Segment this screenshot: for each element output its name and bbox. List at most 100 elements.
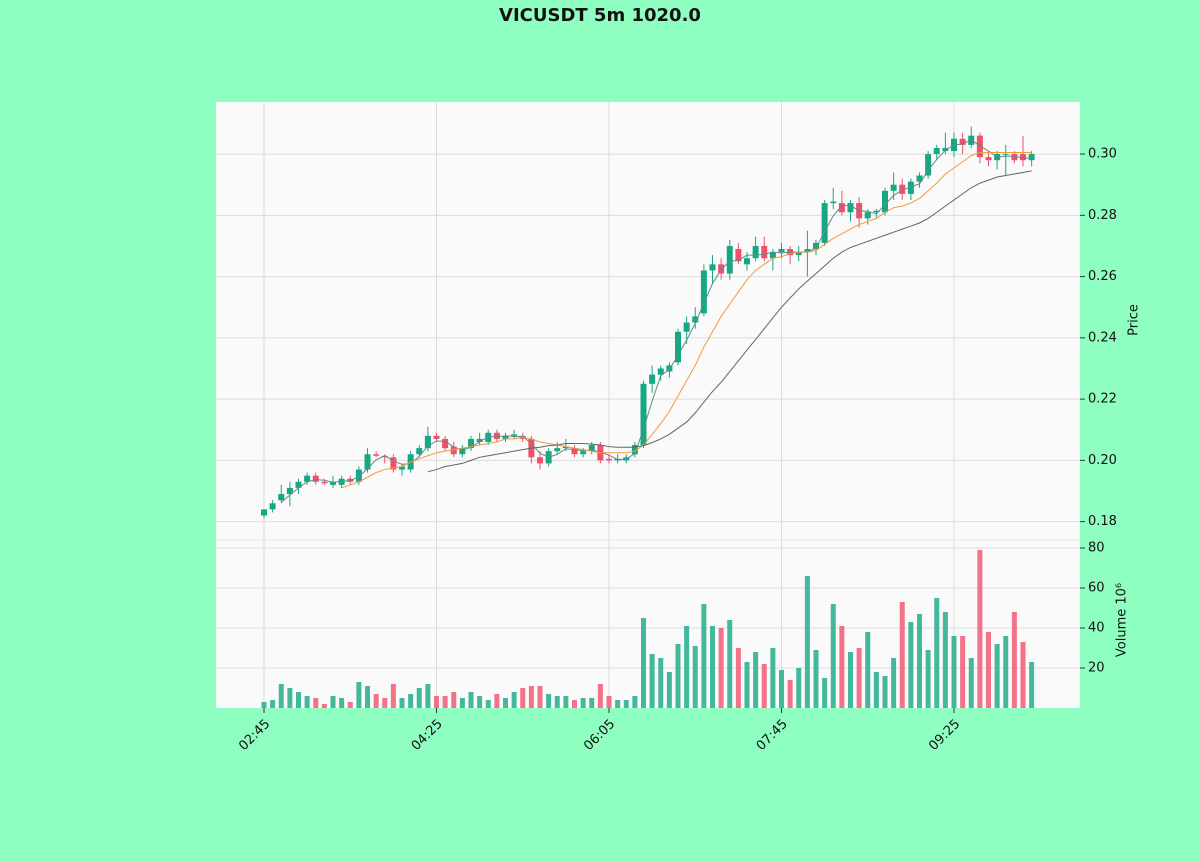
candle-body xyxy=(330,481,336,485)
candle-body xyxy=(631,445,638,455)
candle-body xyxy=(450,446,457,455)
y-tick-label: 0.24 xyxy=(1088,330,1117,345)
candle-body xyxy=(476,438,483,442)
candle-body xyxy=(916,175,923,182)
volume-bar xyxy=(744,662,750,708)
candle-body xyxy=(864,212,871,219)
volume-bar xyxy=(986,632,991,708)
volume-bar xyxy=(365,686,370,708)
volume-bar xyxy=(692,646,698,708)
candle-body xyxy=(657,368,664,375)
volume-bar xyxy=(830,604,836,708)
volume-bar xyxy=(623,700,629,708)
candle-body xyxy=(761,245,768,259)
candle-body xyxy=(278,494,285,501)
candle-body xyxy=(640,383,647,446)
volume-bar xyxy=(666,672,672,708)
candle-body xyxy=(347,478,354,482)
volume-bar xyxy=(977,550,983,708)
price-axis-label: Price xyxy=(1127,304,1142,336)
candle-body xyxy=(907,181,914,194)
candle-body xyxy=(381,455,388,458)
volume-bar xyxy=(649,654,655,708)
moving-average-line xyxy=(341,152,1032,489)
volume-bar xyxy=(330,696,336,708)
candle-body xyxy=(769,252,776,259)
volume-bar xyxy=(710,626,715,708)
volume-bar xyxy=(278,684,284,708)
volume-bar xyxy=(735,648,741,708)
volume-bar xyxy=(951,636,957,708)
candle-body xyxy=(364,454,371,470)
volume-bar xyxy=(451,692,457,708)
x-tick-label: 04:25 xyxy=(409,717,446,754)
candle-body xyxy=(1028,154,1035,161)
candle-body xyxy=(304,475,311,482)
volume-bar xyxy=(580,698,586,708)
volume-bar xyxy=(934,598,940,708)
y-tick-label: 60 xyxy=(1088,581,1105,596)
candle-body xyxy=(899,184,906,194)
volume-bar xyxy=(554,696,560,708)
volume-bar xyxy=(839,626,845,708)
volume-bar xyxy=(390,684,396,708)
candle-body xyxy=(571,448,578,455)
chart-title: VICUSDT 5m 1020.0 xyxy=(499,5,701,26)
y-tick-label: 0.20 xyxy=(1088,453,1117,468)
volume-bar xyxy=(632,696,638,708)
volume-bar xyxy=(701,604,707,708)
candle-body xyxy=(683,322,690,332)
candle-body xyxy=(813,242,819,250)
volume-bar xyxy=(873,672,879,708)
volume-bar xyxy=(1020,642,1026,708)
volume-bar xyxy=(382,698,388,708)
candle-body xyxy=(269,503,276,510)
candle-body xyxy=(588,445,595,452)
volume-bar xyxy=(434,696,439,708)
volume-axis-label: Volume 10⁶ xyxy=(1115,583,1130,657)
candle-body xyxy=(795,252,802,256)
candle-body xyxy=(442,438,449,449)
volume-bar xyxy=(917,614,922,708)
volume-bar xyxy=(313,698,319,708)
y-tick-label: 0.30 xyxy=(1088,147,1117,162)
candle-body xyxy=(390,457,397,470)
candle-body xyxy=(744,258,750,265)
volume-bar xyxy=(442,696,448,708)
plot-area xyxy=(216,102,1080,708)
volume-bar xyxy=(520,688,526,708)
y-tick-label: 0.18 xyxy=(1088,514,1117,529)
candle-body xyxy=(709,264,716,271)
candle-body xyxy=(537,457,543,464)
candle-body xyxy=(873,210,880,213)
volume-bar xyxy=(1011,612,1017,708)
volume-bar xyxy=(804,576,810,708)
volume-bar xyxy=(356,682,362,708)
volume-bar xyxy=(528,686,534,708)
volume-bar xyxy=(1003,636,1009,708)
volume-bar xyxy=(261,702,267,708)
volume-bar xyxy=(848,652,853,708)
y-tick-label: 20 xyxy=(1088,661,1105,676)
volume-bar xyxy=(494,694,500,708)
volume-bar xyxy=(761,664,767,708)
volume-bar xyxy=(718,628,724,708)
y-tick-label: 0.28 xyxy=(1088,208,1117,223)
volume-bar xyxy=(658,658,664,708)
candle-body xyxy=(511,434,518,436)
volume-bar xyxy=(994,644,1000,708)
volume-bar xyxy=(882,676,888,708)
candle-body xyxy=(295,481,302,488)
volume-bar xyxy=(589,698,595,708)
volume-bar xyxy=(865,632,871,708)
volume-bar xyxy=(822,678,828,708)
candle-body xyxy=(649,374,656,384)
volume-bar xyxy=(891,658,897,708)
candle-body xyxy=(459,448,466,455)
volume-bar xyxy=(373,694,379,708)
volume-bar xyxy=(796,668,802,708)
candle-body xyxy=(261,509,267,516)
candle-body xyxy=(321,481,328,484)
volume-bar xyxy=(960,636,966,708)
volume-bar xyxy=(321,704,327,708)
